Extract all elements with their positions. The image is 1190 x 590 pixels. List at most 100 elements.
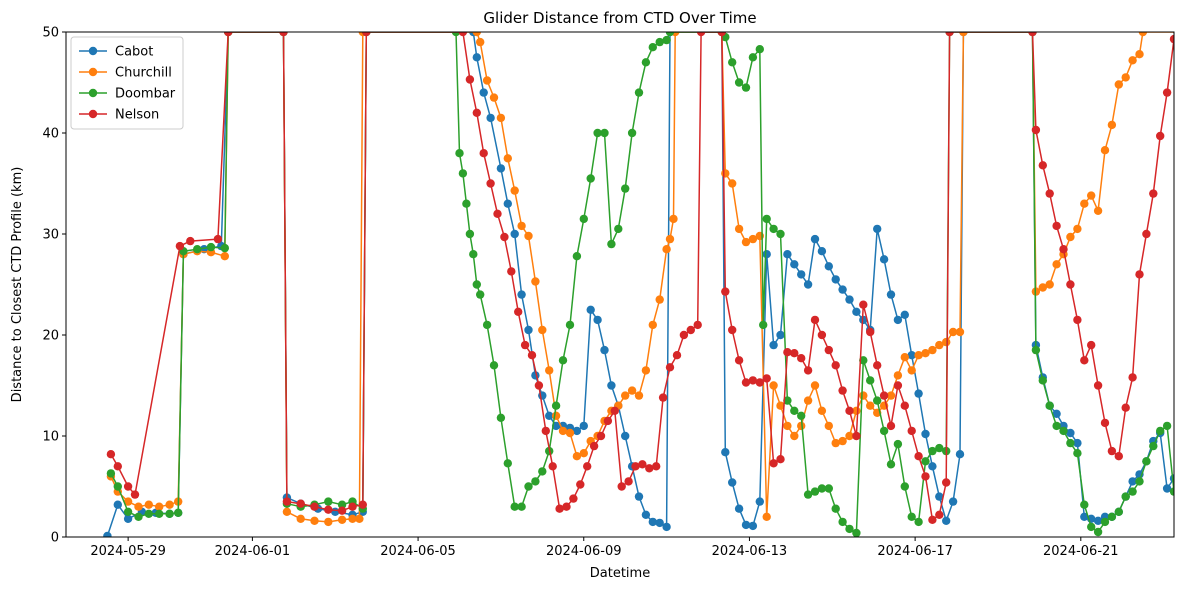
data-point-nelson: [348, 502, 357, 511]
data-point-nelson: [741, 378, 751, 387]
data-point-nelson: [790, 349, 799, 358]
data-point-doombar: [155, 509, 164, 518]
data-point-nelson: [1028, 32, 1037, 37]
data-point-nelson: [679, 330, 689, 340]
data-point-doombar: [817, 484, 827, 493]
data-point-cabot: [1080, 512, 1089, 521]
data-point-nelson: [914, 452, 923, 461]
data-point-nelson: [928, 515, 937, 524]
data-point-doombar: [106, 469, 116, 478]
data-point-nelson: [617, 482, 626, 491]
data-point-churchill: [220, 252, 229, 261]
data-point-churchill: [517, 221, 526, 231]
data-point-doombar: [600, 128, 609, 138]
data-point-churchill: [123, 497, 133, 506]
data-point-churchill: [1128, 56, 1137, 65]
data-point-doombar: [1128, 487, 1137, 496]
data-point-doombar: [783, 396, 792, 405]
data-point-churchill: [337, 515, 347, 524]
data-point-churchill: [489, 93, 499, 102]
data-point-nelson: [886, 421, 896, 431]
data-point-churchill: [866, 401, 875, 410]
data-point-doombar: [755, 45, 764, 54]
data-point-doombar: [1114, 507, 1124, 516]
data-point-churchill: [845, 431, 854, 441]
data-point-doombar: [489, 361, 499, 370]
data-point-nelson: [224, 32, 233, 37]
data-point-doombar: [558, 356, 568, 365]
y-tick-label: 40: [42, 127, 59, 142]
data-point-churchill: [790, 431, 799, 441]
data-point-nelson: [1087, 340, 1096, 350]
data-point-doombar: [465, 229, 475, 239]
data-point-churchill: [935, 340, 944, 350]
data-point-churchill: [134, 502, 143, 511]
data-point-nelson: [296, 499, 305, 508]
data-point-doombar: [607, 239, 616, 249]
data-point-cabot: [845, 295, 854, 304]
data-point-nelson: [658, 393, 668, 402]
data-point-churchill: [355, 514, 364, 523]
data-point-churchill: [621, 391, 630, 400]
data-point-cabot: [648, 517, 657, 527]
data-point-doombar: [123, 507, 133, 516]
data-point-churchill: [165, 500, 174, 509]
data-point-doombar: [866, 376, 875, 385]
data-point-doombar: [621, 184, 630, 193]
data-point-doombar: [759, 320, 768, 330]
data-point-churchill: [627, 386, 637, 395]
data-point-nelson: [942, 478, 951, 487]
data-point-doombar: [593, 128, 602, 138]
data-point-nelson: [555, 504, 564, 513]
data-point-churchill: [572, 452, 582, 461]
data-point-doombar: [503, 459, 512, 468]
data-point-nelson: [472, 108, 481, 118]
data-point-churchill: [803, 396, 813, 405]
data-point-doombar: [220, 243, 229, 253]
data-point-nelson: [624, 477, 633, 486]
data-point-cabot: [734, 504, 744, 513]
series-line-churchill: [110, 32, 1174, 523]
data-point-cabot: [831, 275, 840, 284]
data-point-churchill: [144, 500, 153, 509]
data-point-doombar: [1162, 421, 1172, 431]
data-point-cabot: [1162, 484, 1172, 493]
data-point-doombar: [1107, 512, 1117, 521]
data-point-nelson: [665, 363, 675, 372]
data-point-nelson: [935, 510, 944, 519]
data-point-cabot: [503, 199, 512, 208]
data-point-nelson: [175, 241, 185, 251]
data-point-cabot: [955, 450, 965, 459]
data-point-nelson: [279, 32, 288, 37]
data-point-churchill: [538, 325, 547, 335]
data-point-churchill: [655, 295, 664, 304]
data-point-nelson: [686, 325, 695, 335]
data-point-churchill: [482, 76, 492, 85]
data-point-nelson: [945, 32, 954, 37]
data-point-doombar: [838, 517, 847, 527]
data-point-nelson: [831, 361, 840, 370]
data-point-cabot: [1066, 428, 1075, 438]
y-axis-label: Distance to Closest CTD Profile (km): [10, 167, 25, 403]
data-point-nelson: [1156, 131, 1165, 141]
data-point-nelson: [769, 459, 778, 468]
data-point-churchill: [748, 234, 758, 244]
data-point-doombar: [324, 497, 333, 506]
data-point-cabot: [545, 411, 554, 420]
data-point-nelson: [1128, 373, 1137, 382]
data-point-churchill: [1100, 146, 1110, 155]
data-point-doombar: [458, 169, 468, 178]
data-point-nelson: [1045, 189, 1054, 198]
data-point-churchill: [783, 421, 792, 431]
data-point-cabot: [942, 516, 951, 525]
data-point-doombar: [134, 512, 143, 521]
data-point-churchill: [797, 421, 806, 431]
data-point-nelson: [696, 32, 706, 37]
data-point-nelson: [1038, 161, 1048, 170]
data-point-doombar: [907, 512, 916, 521]
data-point-doombar: [748, 53, 758, 62]
data-point-churchill: [741, 237, 751, 247]
data-point-nelson: [507, 267, 516, 276]
data-point-nelson: [1142, 229, 1151, 239]
